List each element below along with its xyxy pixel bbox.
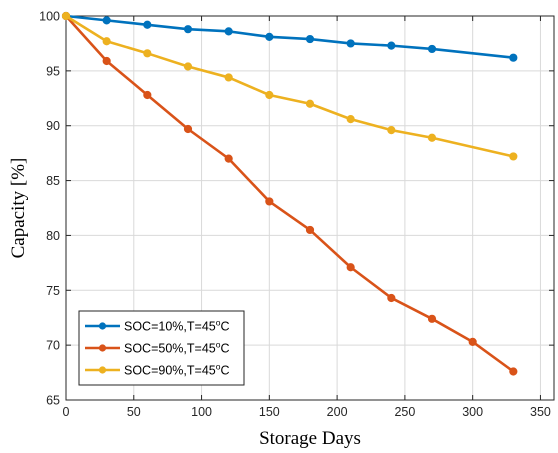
data-point bbox=[183, 62, 193, 71]
axis-ticks: 0 50 100 150 200 250 300 350 65 70 75 80 85 90 95 100 bbox=[39, 10, 554, 419]
x-tick-label: 300 bbox=[462, 405, 483, 419]
data-point bbox=[509, 53, 518, 62]
data-point bbox=[224, 73, 233, 82]
plot-border bbox=[65, 15, 555, 401]
x-tick-label: 150 bbox=[259, 405, 280, 419]
legend-entry-1: SOC=10%,T=45oC bbox=[85, 318, 229, 334]
data-point bbox=[143, 90, 152, 100]
series-2 bbox=[61, 11, 518, 376]
y-tick-label: 90 bbox=[46, 119, 60, 133]
data-point bbox=[509, 152, 518, 161]
data-point bbox=[509, 367, 518, 376]
data-point bbox=[102, 37, 111, 46]
data-point bbox=[305, 225, 315, 235]
legend: SOC=10%,T=45oCSOC=50%,T=45oCSOC=90%,T=45… bbox=[78, 310, 245, 386]
y-tick-label: 70 bbox=[46, 339, 60, 353]
data-point bbox=[346, 39, 355, 48]
legend-label-degree: o bbox=[216, 362, 221, 372]
data-point bbox=[346, 115, 355, 124]
x-tick-label: 0 bbox=[63, 405, 70, 419]
y-tick-label: 85 bbox=[46, 174, 60, 188]
legend-label-unit: C bbox=[220, 364, 229, 378]
data-point bbox=[265, 197, 274, 206]
series-line bbox=[65, 15, 515, 373]
legend-entry-3: SOC=90%,T=45oC bbox=[85, 362, 229, 378]
legend-label-main: SOC=90%,T=45 bbox=[124, 364, 216, 378]
y-tick-label: 80 bbox=[46, 229, 60, 243]
data-point bbox=[61, 11, 71, 21]
data-point bbox=[102, 56, 111, 66]
legend-entry-2: SOC=50%,T=45oC bbox=[85, 340, 229, 356]
data-point bbox=[265, 32, 274, 41]
x-tick-label: 200 bbox=[327, 405, 348, 419]
data-point bbox=[387, 41, 396, 50]
data-point bbox=[427, 314, 437, 323]
y-tick-label: 65 bbox=[46, 394, 60, 408]
legend-marker bbox=[98, 366, 107, 374]
y-tick-label: 100 bbox=[39, 10, 60, 24]
series-3 bbox=[61, 11, 518, 161]
legend-label-main: SOC=50%,T=45 bbox=[124, 342, 216, 356]
legend-label-main: SOC=10%,T=45 bbox=[124, 320, 216, 334]
data-point bbox=[346, 263, 355, 272]
data-point bbox=[427, 44, 437, 54]
legend-label-degree: o bbox=[216, 318, 221, 328]
data-point bbox=[305, 99, 315, 108]
data-point bbox=[102, 16, 111, 25]
y-tick-label: 75 bbox=[46, 284, 60, 298]
data-point bbox=[387, 293, 396, 303]
data-point bbox=[183, 25, 193, 34]
x-tick-label: 350 bbox=[530, 405, 551, 419]
data-point bbox=[224, 154, 233, 163]
y-tick-label: 95 bbox=[46, 64, 60, 78]
legend-label-unit: C bbox=[220, 342, 229, 356]
data-point bbox=[265, 90, 274, 100]
data-point bbox=[183, 124, 193, 134]
data-series bbox=[61, 11, 518, 376]
data-point bbox=[468, 337, 477, 346]
data-point bbox=[143, 20, 152, 29]
legend-label: SOC=10%,T=45oC bbox=[124, 318, 229, 334]
legend-label-unit: C bbox=[220, 320, 229, 334]
x-axis-label: Storage Days bbox=[259, 428, 361, 449]
legend-label: SOC=50%,T=45oC bbox=[124, 340, 229, 356]
data-point bbox=[224, 27, 233, 36]
data-point bbox=[387, 126, 396, 135]
legend-label-degree: o bbox=[216, 340, 221, 350]
x-tick-label: 100 bbox=[191, 405, 212, 419]
y-axis-label: Capacity [%] bbox=[8, 158, 29, 259]
data-point bbox=[427, 133, 437, 142]
x-tick-label: 250 bbox=[394, 405, 415, 419]
legend-marker bbox=[98, 322, 107, 330]
data-point bbox=[305, 34, 315, 44]
data-point bbox=[143, 49, 152, 58]
legend-label: SOC=90%,T=45oC bbox=[124, 362, 229, 378]
x-tick-label: 50 bbox=[127, 405, 141, 419]
legend-marker bbox=[98, 344, 107, 352]
